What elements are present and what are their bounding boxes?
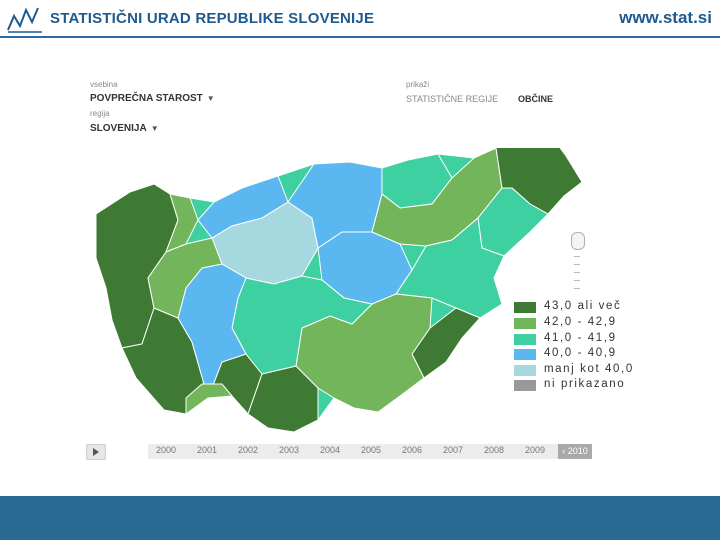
year-2006[interactable]: 2006 [402,445,423,455]
zoom-handle[interactable] [571,232,585,250]
year-2009[interactable]: 2009 [525,445,546,455]
legend-item: 43,0 ali več [514,300,654,315]
show-label: prikaži [406,80,430,89]
legend-label: 42,0 - 42,9 [544,316,617,328]
chevron-down-icon: ▼ [206,94,215,103]
year-timeline: 2000 2001 2002 2003 2004 2005 2006 2007 … [86,444,592,460]
chevron-down-icon: ▼ [150,124,159,133]
content-value: POVPREČNA STAROST [90,93,203,104]
legend-swatch [514,334,536,345]
year-2000[interactable]: 2000 [156,445,177,455]
header-divider [0,36,720,38]
content-label: vsebina [90,80,118,89]
organization-name: STATISTIČNI URAD REPUBLIKE SLOVENIJE [50,10,375,27]
legend-label: 40,0 - 40,9 [544,347,617,359]
year-2002[interactable]: 2002 [238,445,259,455]
current-year-marker[interactable]: ‹ 2010 [558,444,592,459]
slovenia-municipality-map[interactable] [82,148,592,438]
zoom-tick [574,288,580,289]
region-dropdown[interactable]: SLOVENIJA ▼ [90,123,159,134]
zoom-slider[interactable] [571,232,585,290]
play-icon [93,448,99,456]
zoom-tick [574,272,580,273]
timeline-track[interactable]: 2000 2001 2002 2003 2004 2005 2006 2007 … [148,444,560,459]
region-value: SLOVENIJA [90,123,147,134]
year-2003[interactable]: 2003 [279,445,300,455]
legend-label: 43,0 ali več [544,300,622,312]
site-url-link[interactable]: www.stat.si [619,8,712,27]
legend-item: ni prikazano [514,378,654,393]
footer-bar [0,496,720,540]
zoom-tick [574,264,580,265]
year-2004[interactable]: 2004 [320,445,341,455]
zoom-tick [574,280,580,281]
stat-si-logo-icon[interactable] [6,4,44,34]
view-option-municipalities[interactable]: OBČINE [518,94,554,104]
legend-item: 42,0 - 42,9 [514,316,654,331]
site-header: STATISTIČNI URAD REPUBLIKE SLOVENIJE www… [0,0,720,38]
legend-swatch [514,318,536,329]
year-2001[interactable]: 2001 [197,445,218,455]
map-region-kras [185,383,233,415]
year-2008[interactable]: 2008 [484,445,505,455]
year-2007[interactable]: 2007 [443,445,464,455]
region-label: regija [90,109,110,118]
year-2005[interactable]: 2005 [361,445,382,455]
legend-item: manj kot 40,0 [514,363,654,378]
map-region-primorska [147,237,223,319]
legend-item: 41,0 - 41,9 [514,332,654,347]
play-button[interactable] [86,444,106,460]
legend-swatch [514,302,536,313]
legend-label: ni prikazano [544,378,626,390]
legend-label: 41,0 - 41,9 [544,332,617,344]
content-dropdown[interactable]: POVPREČNA STAROST ▼ [90,93,215,104]
legend-label: manj kot 40,0 [544,363,634,375]
legend-swatch [514,349,536,360]
legend-item: 40,0 - 40,9 [514,347,654,362]
legend-swatch [514,380,536,391]
zoom-tick [574,256,580,257]
legend-swatch [514,365,536,376]
view-option-statistical-regions[interactable]: STATISTIČNE REGIJE [406,94,499,104]
